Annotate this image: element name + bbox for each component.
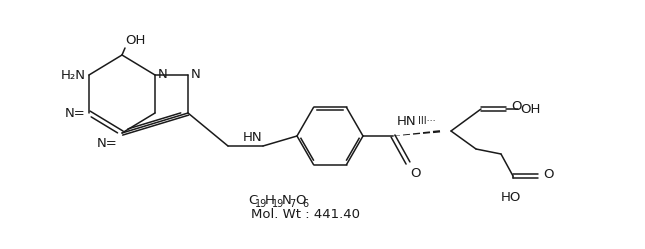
Text: 6: 6 — [302, 199, 308, 209]
Text: HO: HO — [501, 191, 521, 204]
Text: C: C — [248, 194, 257, 207]
Text: N=: N= — [96, 137, 117, 150]
Text: HN: HN — [243, 131, 262, 144]
Text: OH: OH — [520, 103, 541, 116]
Text: N: N — [191, 67, 201, 80]
Text: H₂N: H₂N — [61, 68, 86, 81]
Text: O: O — [410, 167, 421, 180]
Text: III···: III··· — [418, 116, 435, 126]
Text: O: O — [511, 100, 522, 113]
Text: O: O — [295, 194, 306, 207]
Text: N=: N= — [65, 107, 86, 120]
Text: Mol. Wt : 441.40: Mol. Wt : 441.40 — [251, 208, 360, 222]
Text: N: N — [282, 194, 292, 207]
Text: 19: 19 — [255, 199, 267, 209]
Text: 19: 19 — [272, 199, 284, 209]
Text: 7: 7 — [289, 199, 295, 209]
Text: O: O — [543, 168, 553, 181]
Text: N: N — [158, 67, 168, 80]
Text: HN: HN — [397, 115, 416, 127]
Text: OH: OH — [125, 34, 145, 47]
Text: H: H — [265, 194, 275, 207]
